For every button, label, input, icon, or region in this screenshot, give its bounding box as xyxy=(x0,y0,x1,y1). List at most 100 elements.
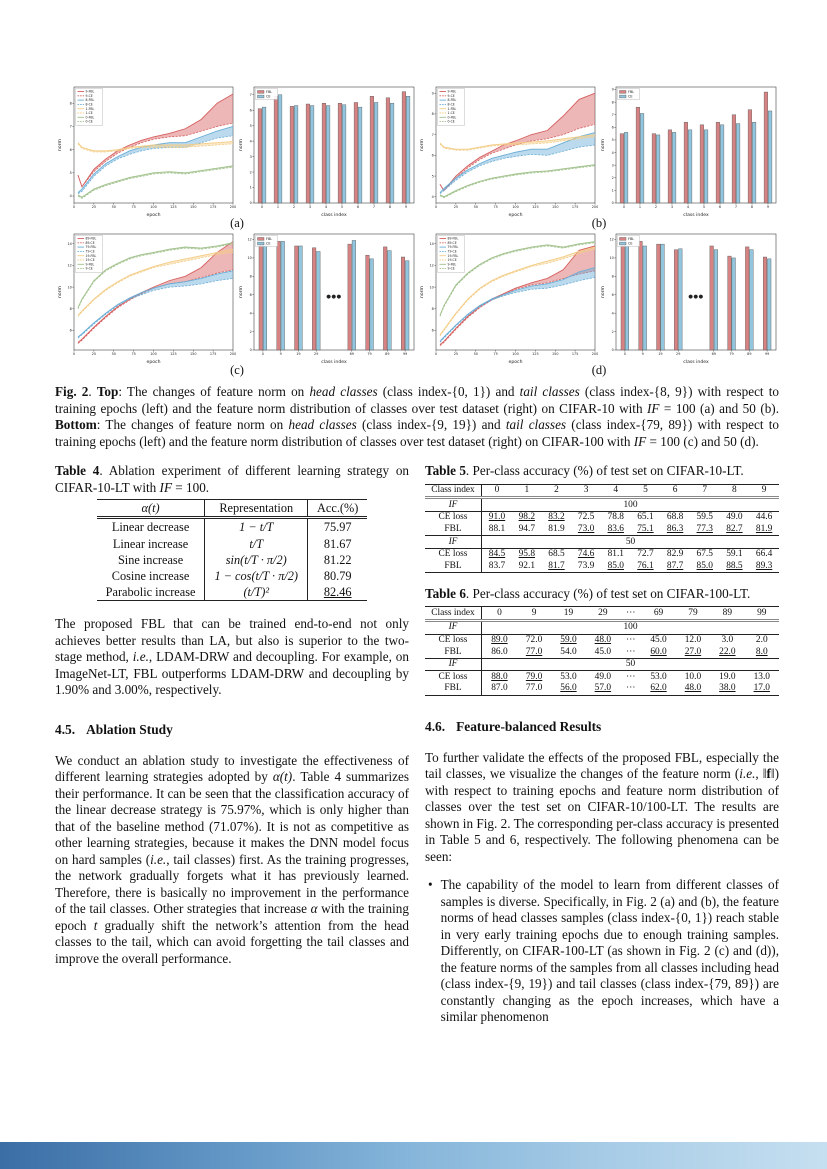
subfigure-a-charts: 0 25 50 75 100 125 150 175 200 4 5 6 7 8 epoch norm 9-FB… xyxy=(57,84,417,217)
table-cell: 75.97 xyxy=(307,517,368,536)
table-cell: 66.4 xyxy=(755,549,773,560)
table-cell: 13.0 xyxy=(753,671,770,682)
table-cell: Linear increase xyxy=(112,536,189,551)
svg-text:19-FBL: 19-FBL xyxy=(448,254,459,258)
svg-text:FBL: FBL xyxy=(266,90,272,94)
table-cell: 91.0 xyxy=(488,512,506,523)
line-chart-b: 0 25 50 75 100 125 150 175 200 4 5 6 7 8 9 epoch norm 9-F… xyxy=(419,86,598,217)
svg-text:0: 0 xyxy=(624,352,626,356)
svg-text:99: 99 xyxy=(403,352,407,356)
svg-text:19-CE: 19-CE xyxy=(448,258,457,262)
svg-text:norm: norm xyxy=(57,138,63,151)
svg-text:0: 0 xyxy=(435,352,437,356)
svg-text:FBL: FBL xyxy=(628,90,634,94)
table-row: CE loss 88.0 79.0 53.0 49.0 ⋯ 53.0 10.0 19.0 13.0 xyxy=(425,670,779,683)
table-row: Cosine increase 1 − cos(t/T · π/2) 80.79 xyxy=(97,568,368,585)
table-cell: 8 xyxy=(732,485,737,496)
svg-text:1-FBL: 1-FBL xyxy=(448,107,457,111)
table-cell: 82.46 xyxy=(307,584,368,601)
table-cell: 83.2 xyxy=(548,512,565,523)
table-cell: 0 xyxy=(497,607,502,618)
svg-text:12: 12 xyxy=(429,264,433,268)
svg-text:2: 2 xyxy=(655,205,657,209)
table-header-row: Class index 0 1 2 3 4 5 6 7 8 9 xyxy=(425,484,779,498)
svg-text:79-CE: 79-CE xyxy=(86,250,95,254)
table-row: FBL 87.0 77.0 56.0 57.0 ⋯ 62.0 48.0 38.0 17.0 xyxy=(425,682,779,695)
svg-text:75: 75 xyxy=(131,352,135,356)
svg-text:9-FBL: 9-FBL xyxy=(86,90,95,94)
svg-text:norm: norm xyxy=(600,285,606,298)
svg-text:5: 5 xyxy=(250,124,252,128)
svg-text:6: 6 xyxy=(70,148,72,152)
table-row: CE loss 84.5 95.8 68.5 74.6 81.1 72.7 82.9 67.5 5… xyxy=(425,548,779,561)
svg-text:9: 9 xyxy=(405,205,407,209)
svg-text:norm: norm xyxy=(238,285,244,298)
table-cell: IF xyxy=(425,535,482,549)
table-cell: 89 xyxy=(722,607,733,618)
table-cell: 0 xyxy=(494,485,500,496)
section-number: 4.5. xyxy=(55,721,76,737)
svg-text:0: 0 xyxy=(73,352,75,356)
svg-text:25: 25 xyxy=(92,352,96,356)
table-row: CE loss 89.0 72.0 59.0 48.0 ⋯ 45.0 12.0 3.0 2.0 xyxy=(425,634,779,647)
svg-text:89-FBL: 89-FBL xyxy=(86,237,97,241)
svg-text:0: 0 xyxy=(261,205,263,209)
table-cell: 17.0 xyxy=(753,683,770,694)
table-cell: Linear decrease xyxy=(111,520,190,535)
table-cell: 94.7 xyxy=(518,524,535,535)
table-cell: 60.0 xyxy=(650,646,667,657)
svg-text:1: 1 xyxy=(612,189,614,193)
table-cell: 50 xyxy=(625,536,636,547)
table-cell: 53.0 xyxy=(560,671,577,682)
svg-text:class index: class index xyxy=(321,359,347,364)
table-cell: CE loss xyxy=(425,511,482,524)
svg-text:150: 150 xyxy=(552,205,558,209)
table-cell: IF xyxy=(425,658,482,671)
svg-text:4: 4 xyxy=(325,205,327,209)
table-cell: 88.1 xyxy=(488,524,506,535)
table-row: FBL 83.7 92.1 81.7 73.9 85.0 76.1 87.7 85.0 88.5 8… xyxy=(425,560,779,573)
section-heading-4-6: 4.6. Feature-balanced Results xyxy=(425,719,779,735)
page-content: 0 25 50 75 100 125 150 175 200 4 5 6 7 8 epoch norm 9-FB… xyxy=(55,84,779,1026)
svg-text:1: 1 xyxy=(639,205,641,209)
svg-text:1: 1 xyxy=(277,205,279,209)
table-cell: 2 xyxy=(554,485,559,496)
table-cell: 83.6 xyxy=(607,524,624,535)
table-cell: 81.67 xyxy=(307,535,368,552)
svg-text:0: 0 xyxy=(612,348,614,352)
svg-text:6: 6 xyxy=(357,205,359,209)
table-cell: 49.0 xyxy=(726,512,743,523)
svg-text:CE: CE xyxy=(266,242,271,246)
right-column: Table 5. Per-class accuracy (%) of test … xyxy=(425,463,779,1025)
svg-text:epoch: epoch xyxy=(509,359,523,364)
table-cell: 27.0 xyxy=(684,646,702,657)
bullet-text: The capability of the model to learn fro… xyxy=(440,877,779,1024)
svg-text:0-CE: 0-CE xyxy=(86,120,93,124)
table-cell: 87.0 xyxy=(491,683,508,694)
bar-chart-c: 0 2 4 6 8 10 12 0 9 19 29 ●●● 69 79 89 99 class index nor… xyxy=(238,233,415,364)
table-cell: 82.9 xyxy=(666,549,684,560)
table-cell: 5 xyxy=(643,485,648,496)
table-cell: t/T xyxy=(204,535,308,552)
table-cell: 62.0 xyxy=(650,683,667,694)
subfigure-c: 0 25 50 75 100 125 150 175 200 6 8 10 12 14 epoch norm 8… xyxy=(55,231,419,378)
figure-2-caption: Fig. 2. Top: The changes of feature norm… xyxy=(55,384,780,449)
svg-text:79-FBL: 79-FBL xyxy=(86,245,97,249)
svg-text:6: 6 xyxy=(719,205,721,209)
svg-text:4: 4 xyxy=(612,311,614,315)
table-cell: 56.0 xyxy=(560,683,577,694)
svg-text:●●●: ●●● xyxy=(326,294,341,300)
svg-text:175: 175 xyxy=(572,352,578,356)
table-cell: 89.3 xyxy=(755,560,773,571)
svg-text:50: 50 xyxy=(112,352,116,356)
svg-text:6: 6 xyxy=(250,293,252,297)
table-cell: Sine increase xyxy=(117,552,184,567)
svg-text:3: 3 xyxy=(250,155,252,159)
svg-text:12: 12 xyxy=(247,238,251,242)
svg-text:75: 75 xyxy=(493,205,497,209)
svg-text:norm: norm xyxy=(238,138,244,151)
table-cell: 69 xyxy=(653,607,664,618)
table-cell: 81.9 xyxy=(755,524,773,535)
table-cell: 88.5 xyxy=(726,560,743,571)
